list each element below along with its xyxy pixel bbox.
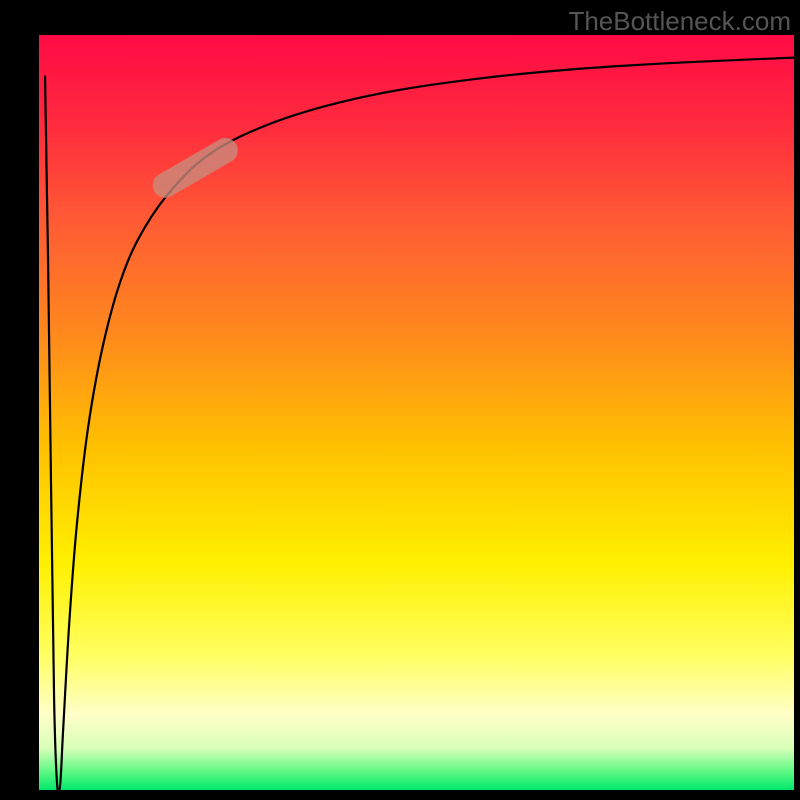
chart-container: TheBottleneck.com [0,0,800,800]
watermark-text: TheBottleneck.com [568,6,791,37]
plot-gradient [39,35,794,790]
bottleneck-chart [0,0,800,800]
